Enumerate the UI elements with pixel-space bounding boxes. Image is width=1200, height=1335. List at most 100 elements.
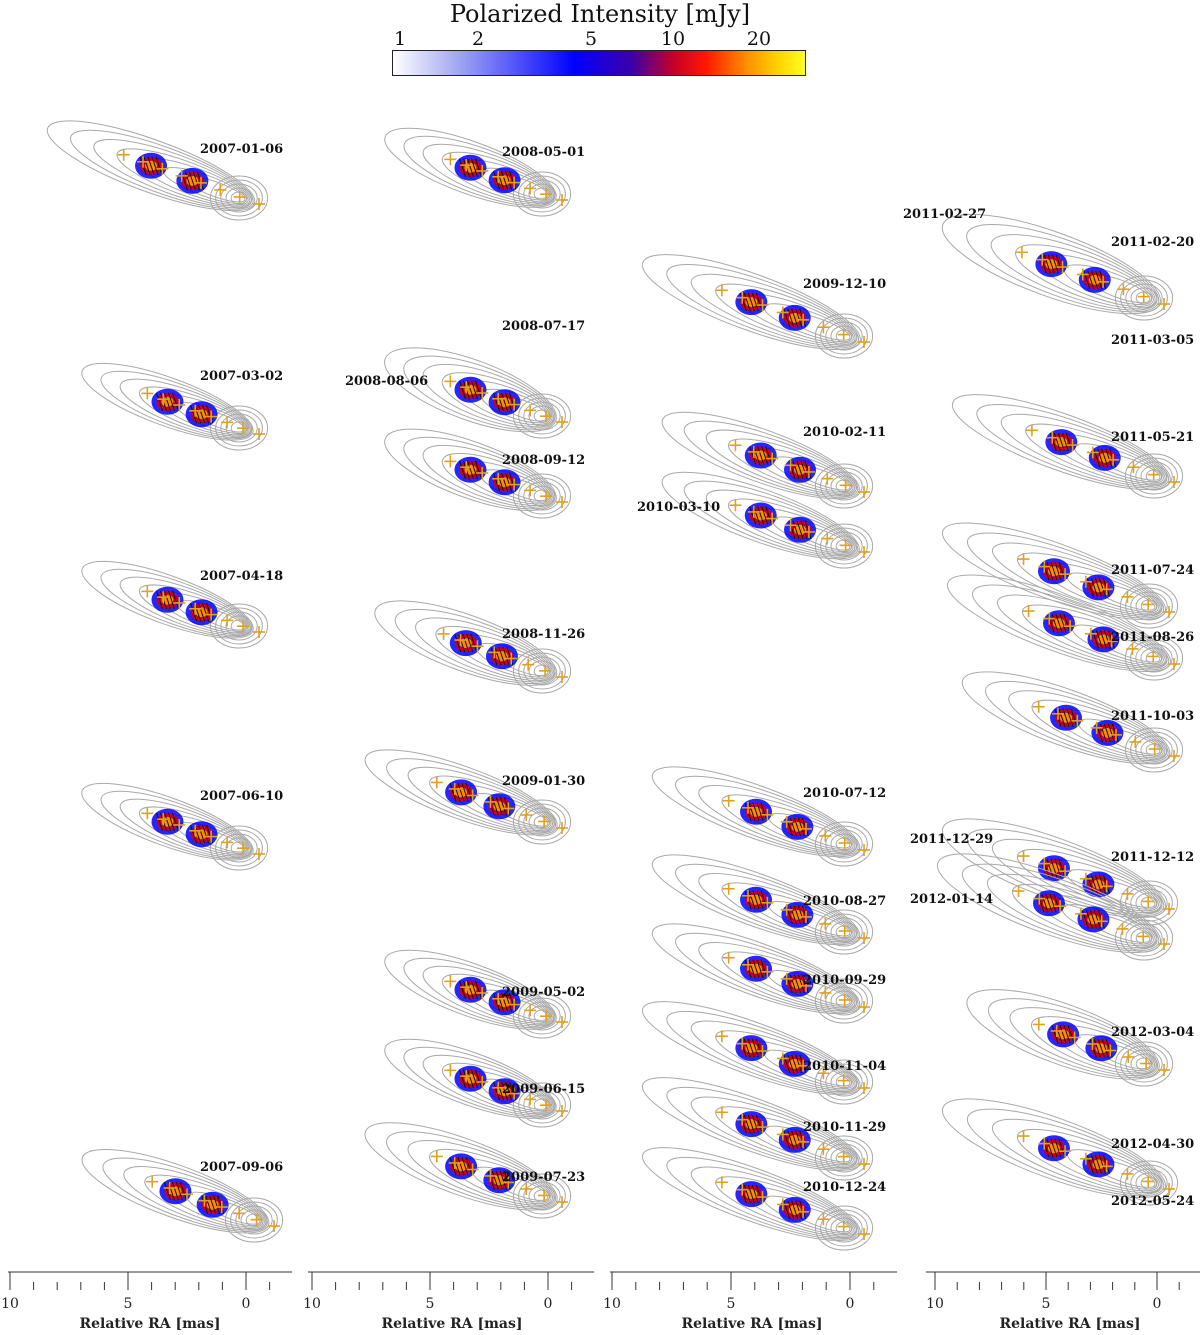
epoch-label: 2011-12-29 [910,832,994,847]
evpa-vector [505,1082,513,1101]
evpa-vector [1094,578,1102,597]
evpa-vector [755,292,763,312]
evpa-vector [205,1195,213,1214]
evpa-vector [1047,254,1055,274]
evpa-vector [1053,432,1061,452]
evpa-vector [1098,578,1106,597]
evpa-vector [457,1157,465,1176]
epoch-label: 2007-03-02 [200,369,284,384]
total-intensity-contour [683,420,859,498]
total-intensity-contour [675,932,859,1013]
core-contour [523,807,561,837]
epoch-label: 2009-05-02 [502,985,586,1000]
total-intensity-contour [415,617,555,683]
core-contour [1140,647,1168,669]
core-contour [1119,583,1179,629]
total-intensity-contour [422,1054,554,1116]
epoch-label: 2011-10-03 [1111,709,1195,724]
total-intensity-contour [403,1046,556,1118]
total-intensity-contour [721,794,856,853]
evpa-vector [503,797,511,816]
evpa-vector [493,1082,501,1101]
evpa-vector [1093,910,1101,929]
total-intensity-contour [100,790,253,860]
evpa-vector [752,802,760,821]
epoch-label: 2007-01-06 [200,142,284,157]
x-tick-label: 0 [241,1296,251,1312]
evpa-vector [747,292,755,312]
evpa-vector [1058,708,1066,727]
x-tick-label: 5 [123,1296,133,1312]
core-contour [825,531,863,561]
core-contour [230,1201,278,1239]
core-contour [215,409,263,447]
total-intensity-contour [374,600,558,686]
evpa-vector [804,460,812,479]
evpa-vector [748,802,756,821]
core-contour [528,811,556,833]
evpa-vector [461,783,469,802]
total-intensity-contour [81,362,254,441]
total-intensity-contour [1016,848,1161,913]
x-tick-label: 5 [425,1296,435,1312]
total-intensity-contour [403,355,556,431]
evpa-vector [743,1184,751,1204]
x-tick-label: 0 [543,1296,553,1312]
epoch-label: 2011-07-24 [1111,563,1195,578]
core-contour [1124,727,1184,773]
epoch-label: 2011-02-20 [1111,235,1195,250]
core-contour [1125,1049,1163,1079]
evpa-vector [1055,614,1063,633]
total-intensity-contour [116,148,251,207]
total-intensity-contour [138,584,250,635]
epoch-label: 2007-04-18 [200,569,284,584]
total-intensity-contour [715,1176,856,1237]
evpa-vector [1046,859,1054,878]
evpa-vector [493,473,501,492]
epoch-label: 2011-05-21 [1111,430,1195,445]
evpa-vector [791,308,799,328]
evpa-vector [1051,1025,1059,1044]
evpa-vector [800,460,808,479]
total-intensity-contour [384,428,557,511]
core-contour [528,183,556,205]
evpa-vector [471,980,478,999]
core-contour [235,1205,273,1235]
evpa-vector [795,1200,803,1220]
total-intensity-contour [987,998,1159,1078]
total-intensity-contour [666,263,860,349]
evpa-vector [487,1171,495,1190]
evpa-vector [467,980,474,999]
evpa-vector [1053,894,1061,913]
evpa-vector [495,1171,503,1190]
core-contour [220,833,258,863]
evpa-vector [1058,859,1066,878]
core-contour [1140,739,1168,761]
total-intensity-contour [683,480,859,558]
total-intensity-contour [435,625,553,681]
total-intensity-contour [422,444,555,508]
total-intensity-contour [403,957,556,1029]
total-intensity-contour [386,1131,557,1209]
evpa-vector [475,460,482,479]
epoch-label: 2008-08-06 [345,374,429,389]
epoch-label: 2008-11-26 [502,627,586,642]
evpa-vector [188,171,196,191]
total-intensity-contour [429,1148,554,1206]
core-contour [1125,923,1163,953]
evpa-vector [755,1038,763,1058]
evpa-vector [449,1157,457,1176]
core-contour [528,660,556,682]
total-intensity-contour [441,151,553,204]
total-intensity-contour [422,143,554,205]
evpa-vector [505,393,513,412]
evpa-vector [1091,270,1099,290]
total-intensity-contour [394,608,556,685]
core-contour [512,1173,572,1219]
total-intensity-contour [441,973,553,1026]
core-contour [1119,1160,1179,1206]
evpa-vector [505,171,513,190]
epoch-label: 2010-02-11 [803,425,887,440]
evpa-vector [1103,723,1111,743]
core-contour [825,321,863,351]
